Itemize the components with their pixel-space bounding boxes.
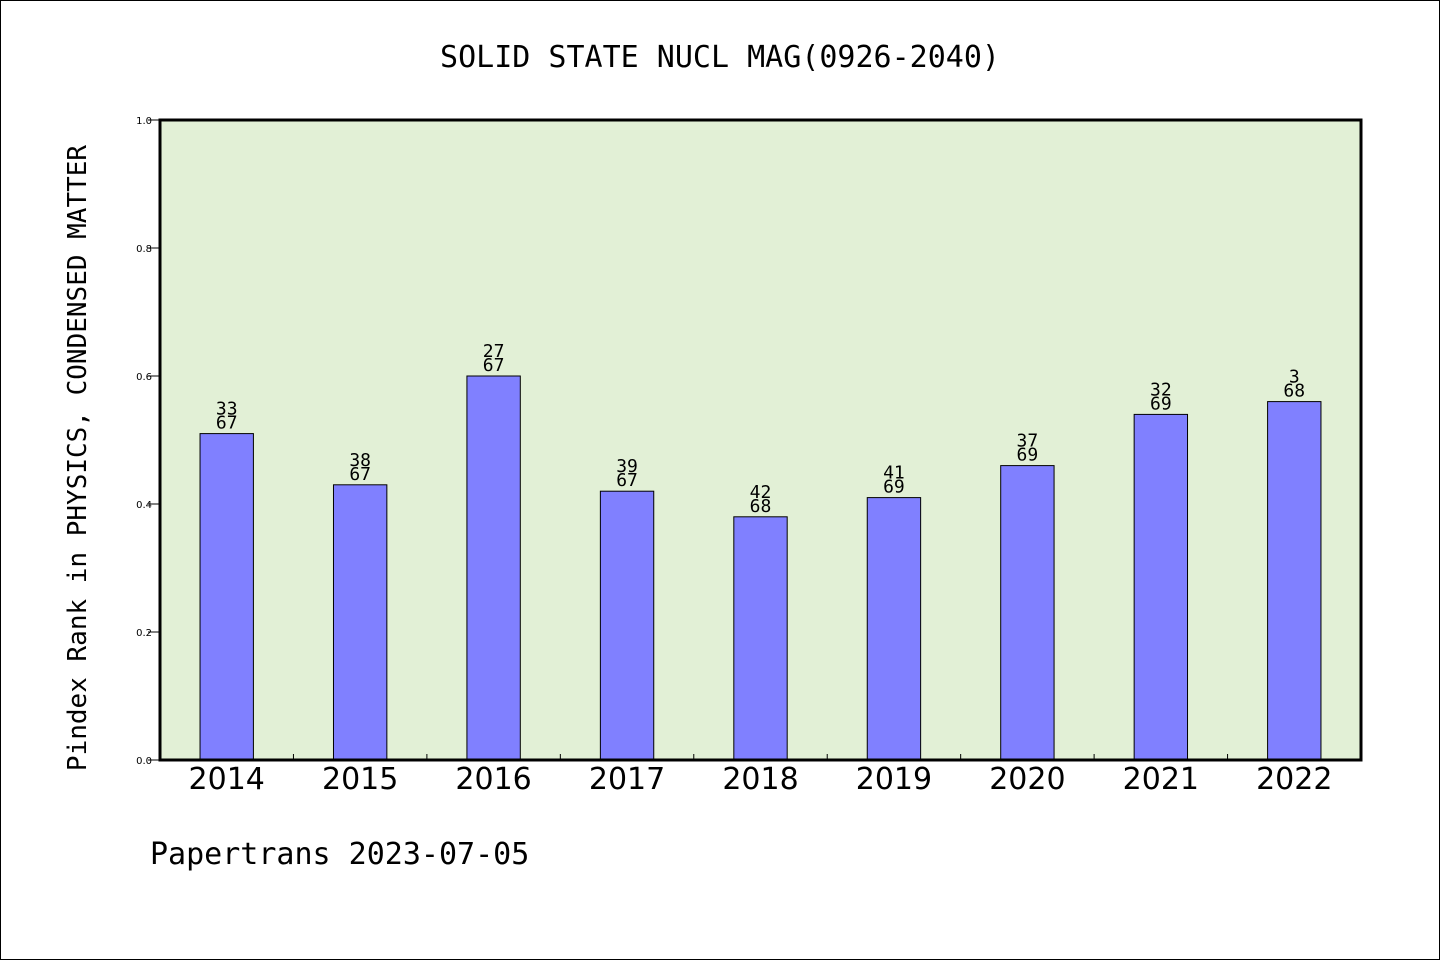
bar-total-label: 67: [483, 355, 505, 376]
footer-credit: Papertrans 2023-07-05: [150, 837, 529, 872]
x-tick-label: 2020: [989, 762, 1065, 797]
x-tick-label: 2015: [322, 762, 398, 797]
x-tick-label: 2019: [856, 762, 932, 797]
y-tick-label: 0.2: [136, 628, 152, 639]
bar-2019: [866, 497, 922, 761]
y-tick-label: 1.0: [136, 116, 152, 127]
chart-title: SOLID STATE NUCL MAG(0926-2040): [440, 40, 1000, 75]
x-tick-label: 2016: [455, 762, 531, 797]
y-axis: 0.0 0.2 0.4 0.6 0.8 1.0: [136, 116, 160, 767]
bar-rank-label: 37: [1017, 431, 1039, 452]
bar-total-label: 67: [616, 470, 638, 491]
bar-2016: [466, 375, 521, 761]
bar-rank-label: 41: [883, 463, 905, 484]
bar-rank-label: 39: [616, 456, 638, 477]
bars-group: [199, 375, 1322, 761]
y-tick-label: 0.8: [136, 244, 152, 255]
bar-rank-label: 33: [216, 399, 238, 420]
y-axis-label: Pindex Rank in PHYSICS, CONDENSED MATTER: [63, 145, 93, 771]
bar-rank-label: 32: [1150, 379, 1172, 400]
bar-2015: [332, 484, 388, 761]
x-tick-label: 2022: [1256, 762, 1332, 797]
y-tick-label: 0.6: [136, 372, 152, 383]
x-tick-label: 2018: [722, 762, 798, 797]
bar-2022: [1267, 401, 1322, 761]
bar-total-label: 68: [1283, 381, 1305, 402]
bar-rank-label: 38: [349, 450, 371, 471]
x-tick-label: 2014: [189, 762, 265, 797]
bar-total-label: 69: [883, 477, 905, 498]
x-tick-label: 2017: [589, 762, 665, 797]
bar-total-label: 69: [1017, 445, 1039, 466]
bar-2018: [733, 516, 788, 761]
bar-2021: [1133, 413, 1189, 761]
bar-2020: [1000, 465, 1055, 761]
x-tick-label: 2021: [1123, 762, 1199, 797]
bar-2014: [199, 433, 254, 761]
bar-rank-label: 42: [750, 482, 772, 503]
bar-total-label: 68: [750, 496, 772, 517]
y-tick-label: 0.4: [136, 500, 152, 511]
bar-total-label: 67: [216, 413, 238, 434]
plot-border: [158, 118, 1363, 762]
bar-total-label: 69: [1150, 393, 1172, 414]
y-tick-label: 0.0: [136, 756, 152, 767]
bar-rank-label: 27: [483, 341, 505, 362]
x-axis: 2014 2015 2016 2017 2018 2019 2020 2021 2022: [189, 754, 1332, 797]
bar-2017: [599, 490, 655, 761]
bar-rank-label: 3: [1289, 367, 1300, 388]
bar-total-label: 67: [349, 464, 371, 485]
